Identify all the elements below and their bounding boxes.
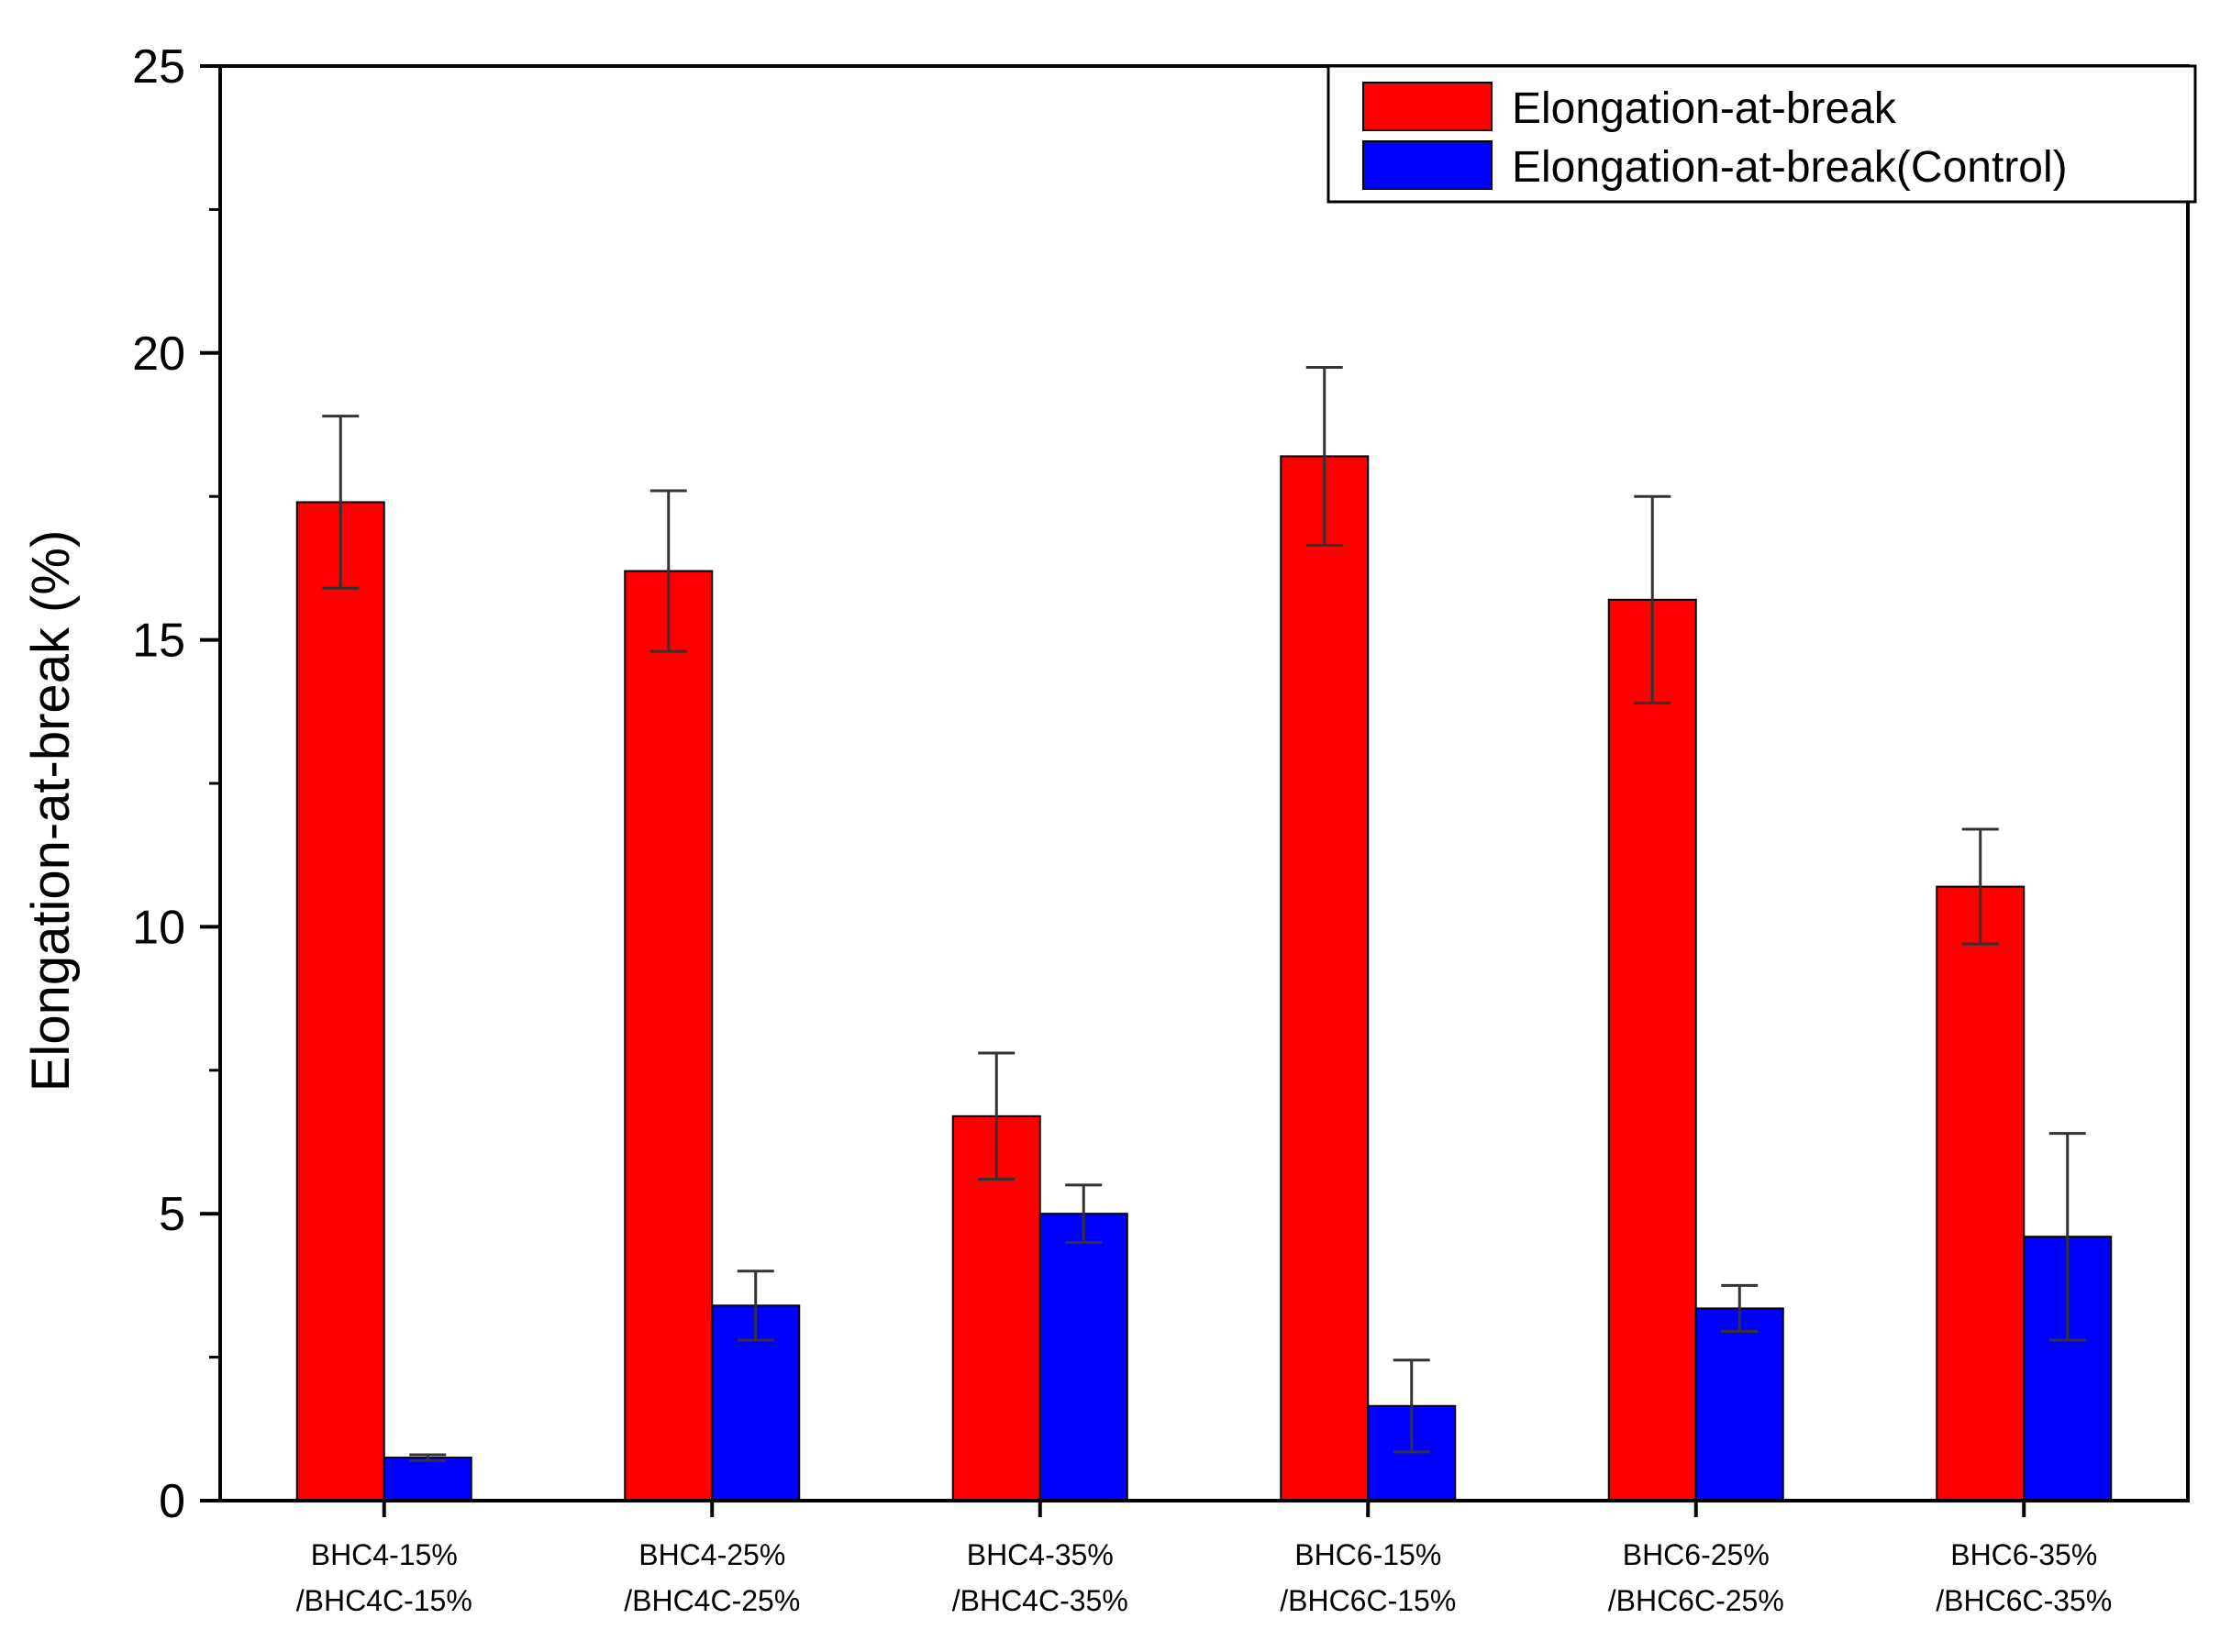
y-tick-label: 25: [132, 40, 185, 94]
bar-elongation: [1607, 598, 1697, 1502]
x-category-label: /BHC4C-35%: [952, 1584, 1128, 1617]
bar-elongation: [295, 501, 385, 1502]
y-tick-label: 0: [159, 1475, 185, 1528]
x-category-label: /BHC6C-25%: [1608, 1584, 1784, 1617]
y-tick-label: 5: [159, 1188, 185, 1241]
x-category-label: /BHC6C-15%: [1280, 1584, 1456, 1617]
x-category-label: /BHC4C-15%: [296, 1584, 472, 1617]
x-category-label: BHC4-35%: [967, 1538, 1114, 1571]
bar-elongation-control: [383, 1457, 472, 1502]
x-category-label: /BHC6C-35%: [1936, 1584, 2112, 1617]
bars-group: [295, 455, 2113, 1502]
y-tick-label: 20: [132, 327, 185, 381]
legend-swatch: [1362, 140, 1493, 190]
bar-elongation-control: [1038, 1213, 1128, 1502]
x-category-label: BHC6-15%: [1294, 1538, 1441, 1571]
x-axis: BHC4-15% /BHC4C-15% BHC4-25% /BHC4C-25% BHC4…: [296, 1501, 2112, 1617]
x-category-label: BHC6-25%: [1623, 1538, 1770, 1571]
error-bars-group: [322, 365, 2086, 1462]
bar-elongation: [624, 570, 714, 1502]
bar-elongation: [1280, 455, 1370, 1502]
y-axis-title: Elongation-at-break (%): [21, 530, 81, 1092]
x-category-label: BHC6-35%: [1950, 1538, 2097, 1571]
legend-label: Elongation-at-break: [1512, 84, 1897, 133]
x-category-label: /BHC4C-25%: [624, 1584, 800, 1617]
legend: Elongation-at-break Elongation-at-break(C…: [1326, 64, 2197, 204]
x-category-label: BHC4-15%: [311, 1538, 458, 1571]
legend-label: Elongation-at-break(Control): [1512, 143, 2068, 192]
y-tick-label: 10: [132, 901, 185, 954]
y-tick-label: 15: [132, 615, 185, 668]
bar-elongation-control: [1694, 1307, 1784, 1502]
x-category-label: BHC4-25%: [638, 1538, 785, 1571]
y-axis: 0 5 10 15 20 25: [132, 40, 220, 1528]
legend-swatch: [1362, 82, 1493, 131]
bar-elongation: [1936, 885, 2026, 1502]
